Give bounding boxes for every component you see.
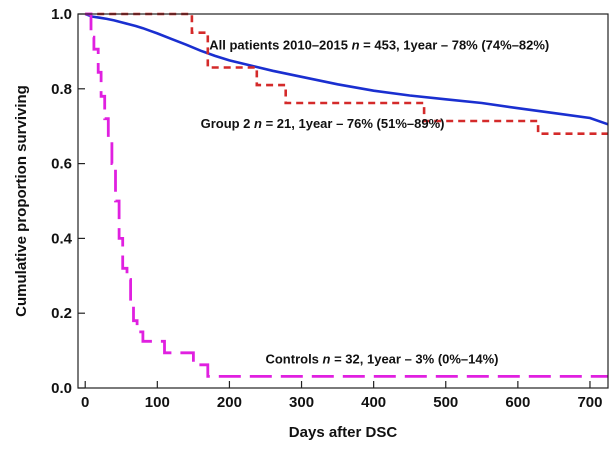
x-axis-label: Days after DSC (289, 424, 398, 441)
x-tick-label: 200 (217, 394, 242, 411)
x-tick-label: 400 (361, 394, 386, 411)
annotations: All patients 2010–2015 n = 453, 1year – … (201, 38, 550, 367)
series-line-3 (85, 12, 608, 378)
series-lines (84, 12, 609, 378)
x-tick-label: 100 (145, 394, 170, 411)
y-tick-label: 0.0 (51, 380, 72, 397)
y-tick-label: 0.6 (51, 156, 72, 173)
x-tick-label: 300 (289, 394, 314, 411)
x-tick-label: 700 (577, 394, 602, 411)
x-axis: 0 100 200 300 400 500 600 700 (81, 381, 602, 411)
annotation-3: Controls n = 32, 1year – 3% (0%–14%) (265, 352, 498, 367)
series-line-1 (84, 12, 609, 126)
y-axis-label: Cumulative proportion surviving (13, 85, 30, 317)
x-tick-label: 0 (81, 394, 89, 411)
y-tick-label: 0.4 (51, 230, 73, 247)
annotation-1: All patients 2010–2015 n = 453, 1year – … (209, 38, 549, 53)
y-axis: 0.0 0.2 0.4 0.6 0.8 1.0 (51, 6, 85, 397)
y-tick-label: 1.0 (51, 6, 72, 23)
annotation-2: Group 2 n = 21, 1year – 76% (51%–89%) (201, 116, 445, 131)
y-tick-label: 0.2 (51, 305, 72, 322)
plot-frame (77, 13, 609, 389)
series-line-2 (85, 12, 608, 135)
x-tick-label: 600 (505, 394, 530, 411)
x-tick-label: 500 (433, 394, 458, 411)
y-tick-label: 0.8 (51, 81, 72, 98)
